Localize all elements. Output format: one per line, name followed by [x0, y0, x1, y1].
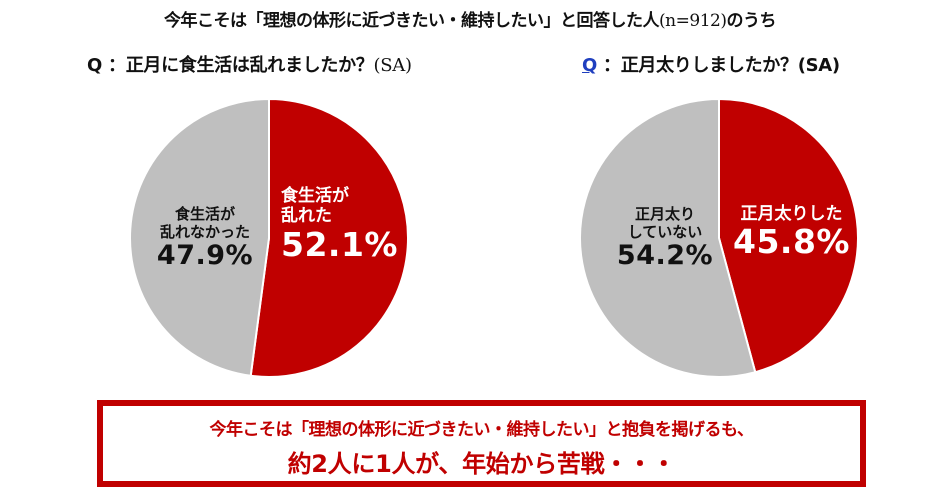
pie-slice [129, 97, 270, 377]
question-text: 正月に食生活は乱れましたか？ [125, 55, 374, 76]
pie-chart-weight-gain [579, 97, 859, 378]
pie-slice [718, 97, 859, 374]
title-main: 今年こそは「理想の体形に近づきたい・維持したい」と回答した人 [164, 11, 660, 31]
pie2-label-not-gained: 正月太り していない 54.2% [610, 205, 720, 271]
question-prefix: Q [87, 55, 103, 76]
question-separator: ： [602, 55, 621, 76]
label-line: していない [627, 223, 703, 241]
callout-line-1: 今年こそは「理想の体形に近づきたい・維持したい」と抱負を掲げるも、 [209, 420, 755, 440]
label-line: 食生活が [281, 186, 349, 206]
label-line: 乱れた [281, 206, 332, 227]
label-line: 正月太りした [740, 204, 843, 224]
label-percent: 45.8% [733, 222, 850, 262]
question-prefix: Q [582, 55, 598, 76]
label-percent: 47.9% [156, 240, 254, 271]
pie2-label-gained: 正月太りした 45.8% [733, 204, 850, 261]
question-1: Q ：正月に食生活は乱れましたか？(SA) [87, 51, 412, 77]
question-2: Q ：正月太りしましたか？(SA) [582, 51, 840, 77]
label-line: 正月太り [634, 205, 695, 223]
pie-slice [249, 97, 409, 378]
pie1-label-disrupted: 食生活が 乱れた 52.1% [281, 186, 398, 263]
title-suffix: のうち [726, 11, 776, 31]
question-tag: (SA) [373, 55, 412, 76]
callout-line-2: 約2人に1人が、年始から苦戦・・・ [287, 450, 676, 478]
label-line: 乱れなかった [159, 223, 250, 241]
pie-chart-diet [129, 97, 409, 378]
label-percent: 54.2% [616, 240, 714, 271]
label-line: 食生活が [174, 205, 235, 223]
pie-slice [579, 97, 757, 378]
question-text: 正月太りしましたか？ [620, 55, 798, 76]
label-percent: 52.1% [281, 224, 398, 264]
callout-box: 今年こそは「理想の体形に近づきたい・維持したい」と抱負を掲げるも、 約2人に1人… [97, 400, 866, 487]
question-separator: ： [107, 55, 126, 76]
pie1-label-not-disrupted: 食生活が 乱れなかった 47.9% [150, 205, 260, 271]
sample-size: (n=912) [659, 11, 727, 31]
question-tag: (SA) [797, 55, 840, 76]
page-title: 今年こそは「理想の体形に近づきたい・維持したい」と回答した人(n=912)のうち [0, 6, 940, 31]
